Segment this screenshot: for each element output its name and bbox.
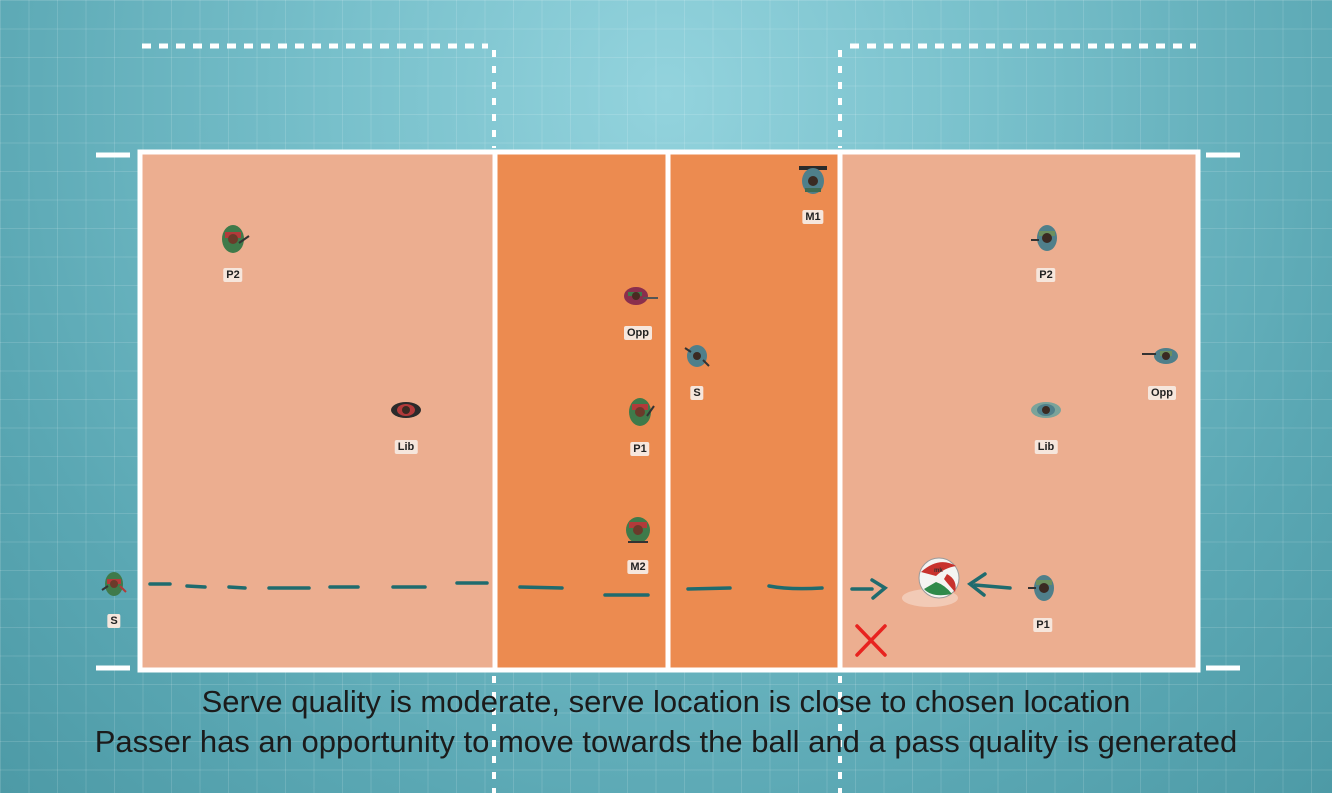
caption-line-2: Passer has an opportunity to move toward… <box>94 724 1238 759</box>
player-figure-icon <box>624 287 658 305</box>
player-label: P2 <box>1036 268 1056 282</box>
player-label: S <box>107 614 121 628</box>
serve-trajectory <box>148 578 888 600</box>
player-label: Lib <box>394 440 418 454</box>
volleyball-icon: mk <box>918 557 960 599</box>
player-label: Opp <box>1148 386 1176 400</box>
player-figure-icon <box>1028 575 1054 601</box>
player-figure-icon <box>101 572 127 596</box>
player-figure-icon <box>1031 402 1061 418</box>
player-label: M1 <box>802 210 824 224</box>
svg-text:mk: mk <box>934 568 943 574</box>
player-figure-icon <box>626 517 650 543</box>
player-figure-icon <box>1142 348 1178 364</box>
player-figure-icon <box>629 398 655 426</box>
caption-line-1: Serve quality is moderate, serve locatio… <box>201 684 1131 719</box>
right-attack-zone <box>670 152 840 670</box>
player-label: P1 <box>630 442 650 456</box>
player-figure-icon <box>799 166 827 194</box>
player-label: M2 <box>627 560 649 574</box>
player-figure-icon <box>684 345 710 367</box>
player-figure-icon <box>391 402 421 418</box>
player-label: P1 <box>1033 618 1053 632</box>
passer-movement-arrow <box>967 572 1012 597</box>
player-label: S <box>690 386 704 400</box>
player-figure-icon <box>222 225 250 253</box>
x-mark <box>855 624 887 657</box>
player-label: Opp <box>624 326 652 340</box>
player-label: P2 <box>223 268 243 282</box>
player-figure-icon <box>1031 225 1057 251</box>
player-label: Lib <box>1034 440 1058 454</box>
